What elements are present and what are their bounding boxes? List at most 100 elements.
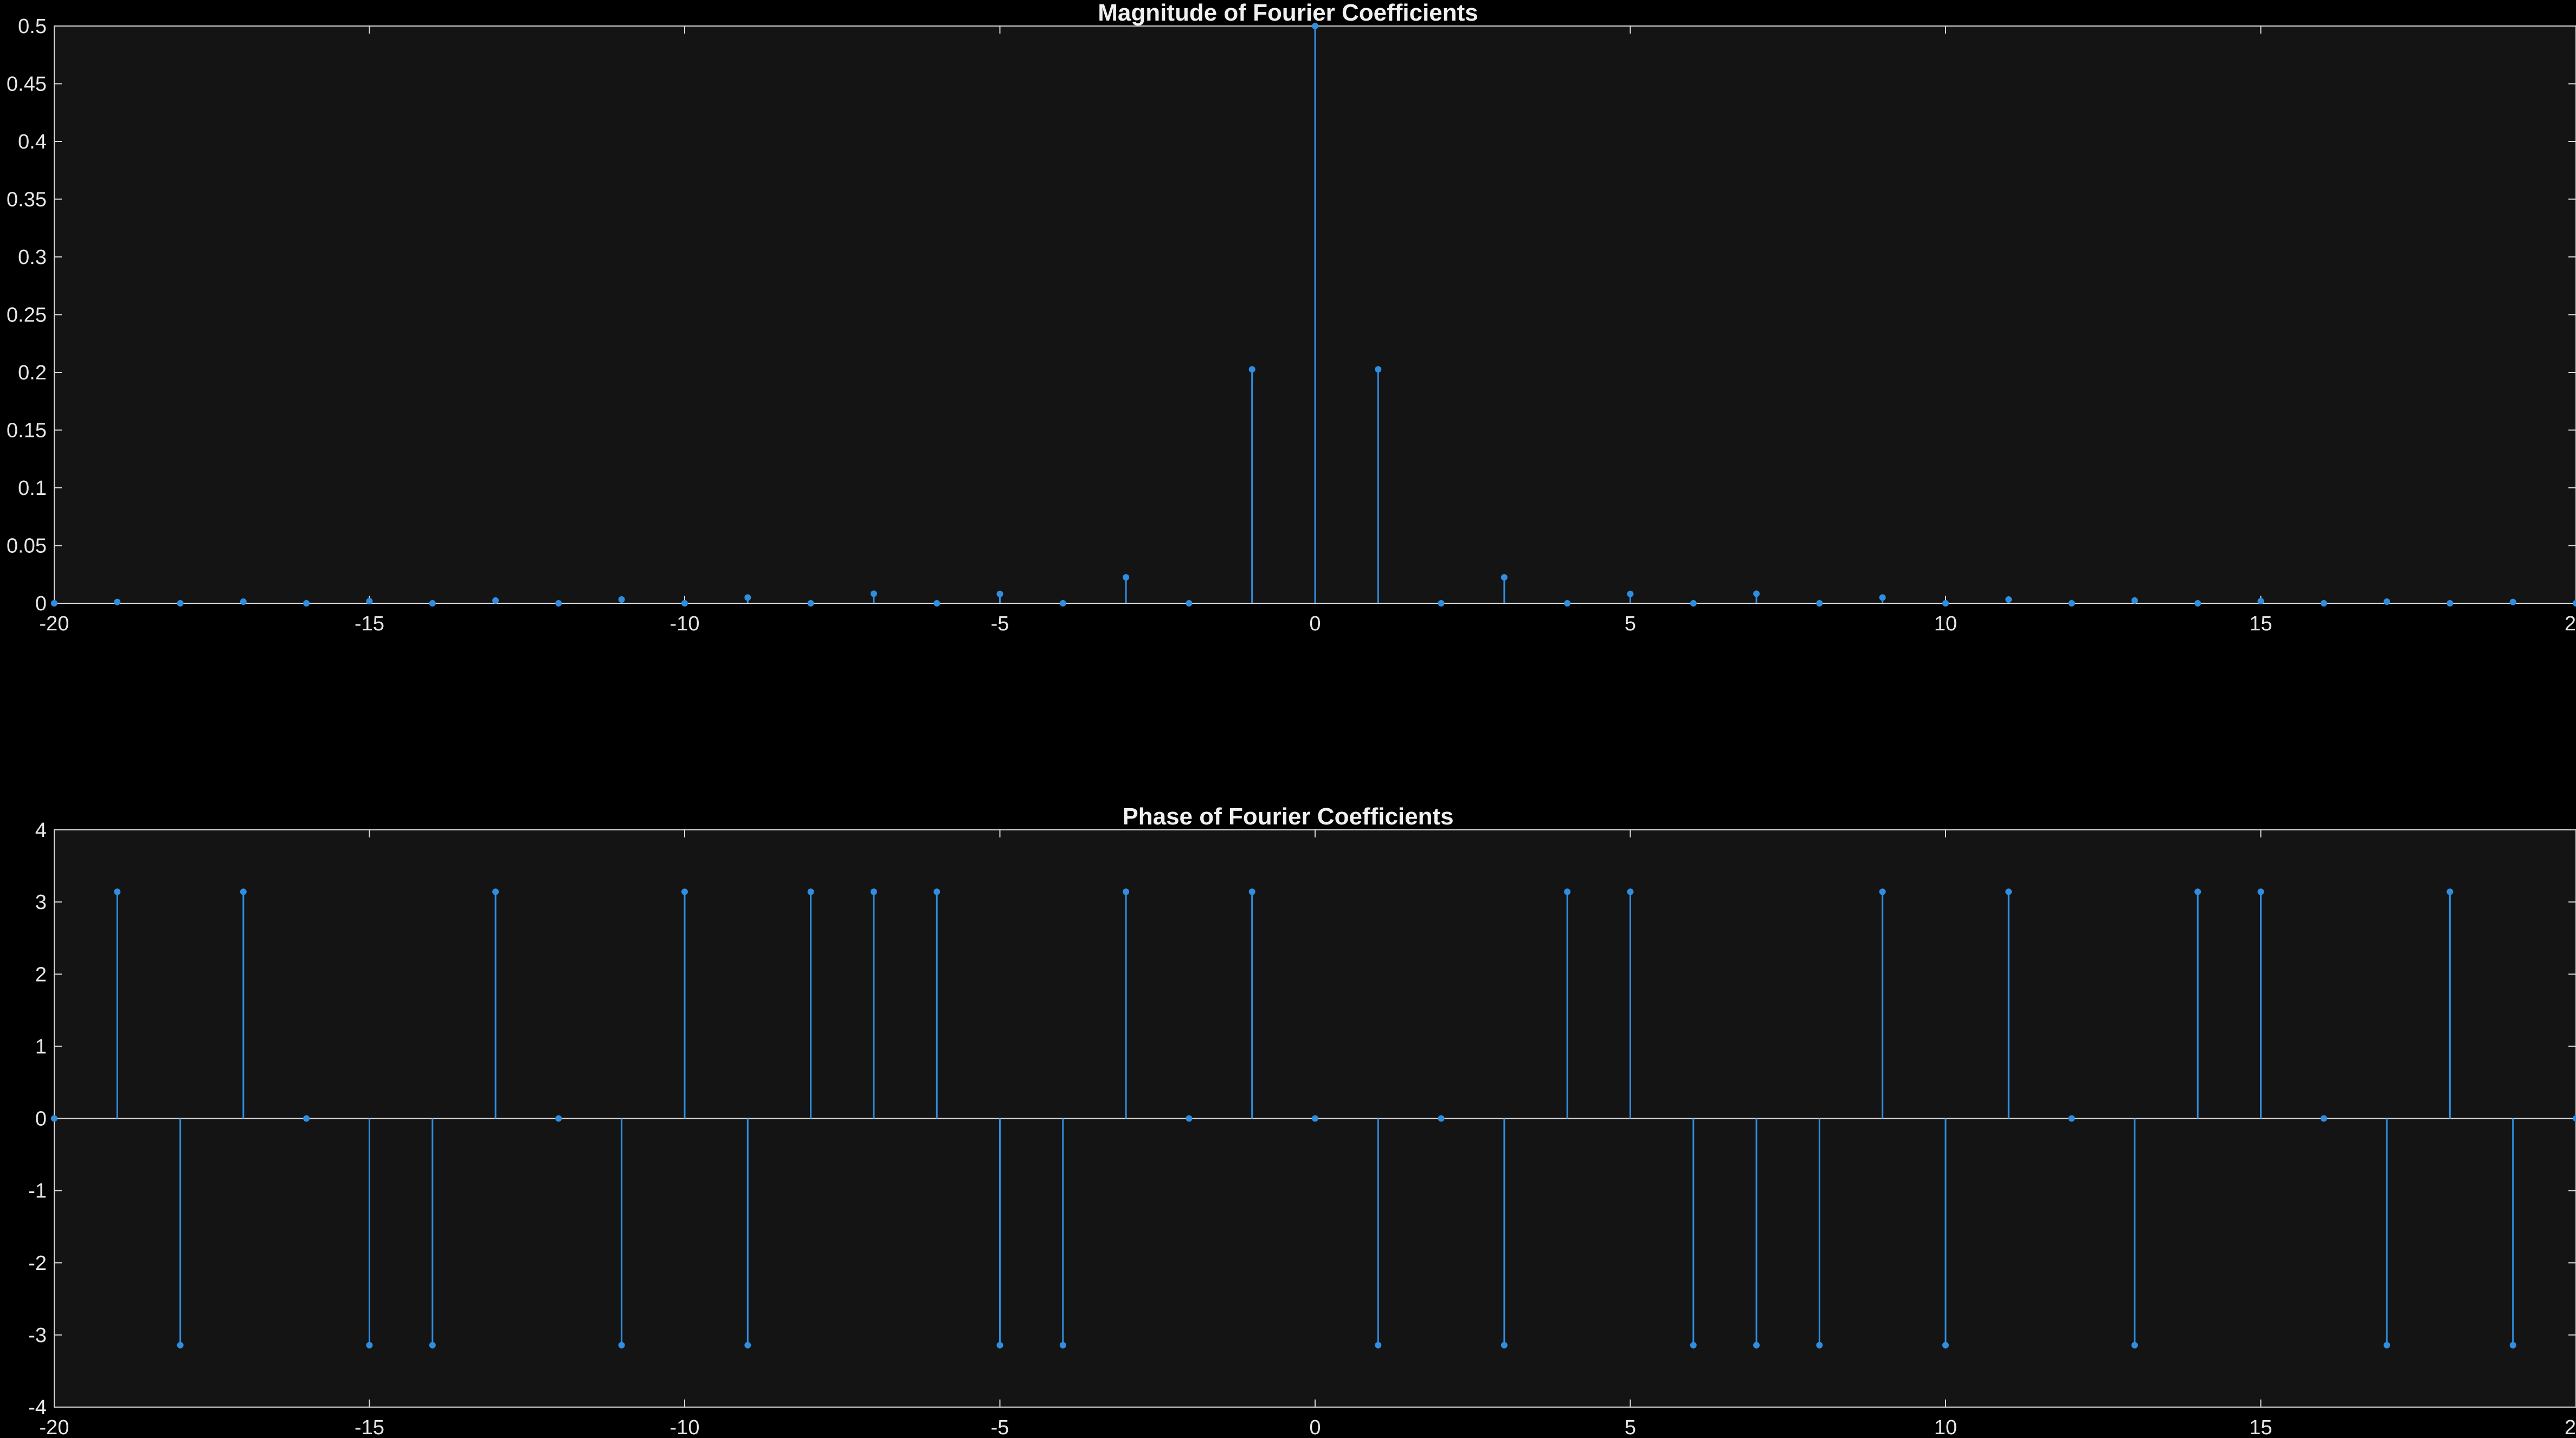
stem-marker [870,590,877,597]
x-tick-label: 15 [2249,1416,2272,1438]
x-tick-label: 5 [1625,1416,1636,1438]
stem-marker [429,1342,436,1349]
stem-marker [2384,598,2391,605]
y-tick-label: 1 [35,1035,47,1058]
stem-marker [1312,23,1318,29]
stem-marker [555,600,562,607]
stem-marker [240,888,247,895]
stem-marker [1375,1342,1382,1349]
stem-marker [807,888,814,895]
stem-marker [1942,1342,1949,1349]
stem-marker [177,600,184,607]
y-tick-label: 2 [35,963,47,986]
y-tick-label: 0.1 [18,477,47,500]
stem-marker [618,596,625,603]
stem-marker [1690,600,1697,607]
stem-marker [2005,596,2012,603]
stem-marker [1123,574,1130,581]
stem-marker [2131,597,2138,604]
y-tick-label: 0.25 [7,304,47,327]
stem-marker [177,1342,184,1349]
x-tick-label: 20 [2565,612,2576,635]
x-tick-label: -10 [670,1416,700,1438]
stem-marker [2131,1342,2138,1349]
stem-marker [2446,600,2453,607]
stem-marker [2257,888,2264,895]
x-tick-label: -10 [670,612,700,635]
stem-marker [2068,600,2075,607]
phase-title: Phase of Fourier Coefficients [1122,803,1453,830]
stem-marker [303,600,310,607]
stem-marker [2573,1115,2576,1122]
stem-marker [1375,366,1382,373]
stem-marker [933,888,941,895]
x-tick-label: -5 [991,1416,1009,1438]
stem-marker [492,888,499,895]
stem-marker [933,600,941,607]
x-tick-label: 20 [2565,1416,2576,1438]
stem-marker [492,597,499,604]
stem-marker [1123,888,1130,895]
stem-marker [2509,598,2516,605]
stem-marker [114,598,121,605]
x-tick-label: 10 [1934,1416,1957,1438]
stem-marker [996,1342,1003,1349]
stem-marker [2068,1115,2075,1122]
stem-marker [1438,600,1445,607]
magnitude-axes: 0 0.05 0.1 0.15 0.2 0.25 0.3 0.35 0.4 0.45 0.5 -20 -… [7,0,2576,635]
stem-marker [51,600,57,607]
stem-marker [1438,1115,1445,1122]
stem-marker [366,1342,373,1349]
stem-marker [51,1115,57,1122]
stem-marker [1690,1342,1697,1349]
stem-marker [1753,1342,1760,1349]
stem-marker [240,598,247,605]
stem-marker [2320,600,2327,607]
x-tick-label: 0 [1309,612,1321,635]
stem-marker [1500,574,1508,581]
stem-marker [1564,888,1571,895]
x-tick-label: 10 [1934,612,1957,635]
stem-marker [681,600,688,607]
x-tick-label: 0 [1309,1416,1321,1438]
stem-marker [2573,600,2576,607]
y-tick-label: 0.35 [7,189,47,211]
stem-marker [114,888,121,895]
y-tick-label: -1 [28,1180,47,1203]
stem-marker [555,1115,562,1122]
stem-marker [366,598,373,605]
stem-marker [429,600,436,607]
y-tick-label: 0.05 [7,535,47,558]
stem-marker [744,1342,751,1349]
stem-marker [807,600,814,607]
y-tick-label: 4 [35,819,47,842]
stem-marker [744,594,751,601]
stem-marker [1186,600,1193,607]
stem-marker [1186,1115,1193,1122]
stem-marker [1059,600,1066,607]
y-tick-label: -2 [28,1252,47,1275]
stem-marker [1753,590,1760,597]
y-tick-label: 0 [35,592,47,615]
stem-marker [1879,594,1886,601]
stem-marker [2446,888,2453,895]
x-tick-label: -5 [991,612,1009,635]
stem-marker [1816,600,1823,607]
stem-marker [1500,1342,1508,1349]
y-tick-label: 0.45 [7,73,47,96]
y-tick-label: -3 [28,1324,47,1347]
stem-marker [870,888,877,895]
x-tick-label: -15 [355,612,384,635]
stem-marker [1627,590,1634,597]
y-tick-label: 0 [35,1108,47,1131]
x-tick-label: -20 [40,1416,69,1438]
y-tick-label: 0.4 [18,131,47,153]
stem-marker [2257,598,2264,605]
stem-marker [2384,1342,2391,1349]
magnitude-title: Magnitude of Fourier Coefficients [1098,0,1478,26]
stem-marker [2320,1115,2327,1122]
stem-marker [1564,600,1571,607]
y-tick-label: 0.3 [18,246,47,269]
